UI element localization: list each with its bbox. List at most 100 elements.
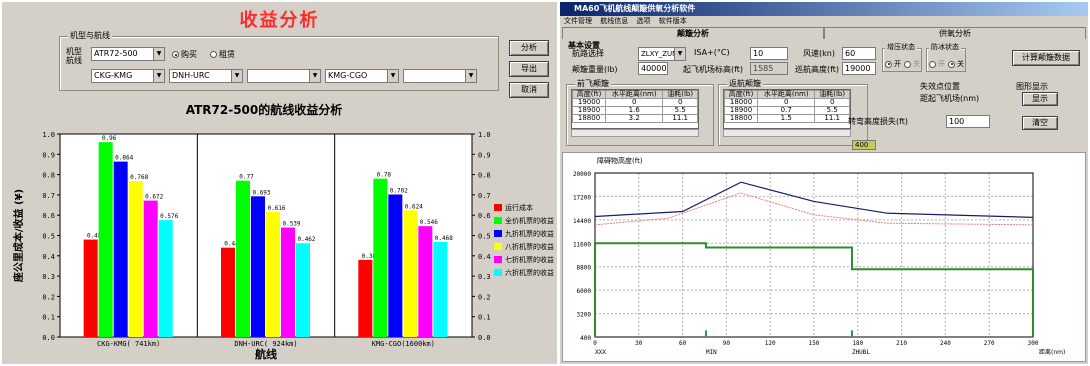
pressure-on-radio[interactable]: 开 <box>885 59 901 69</box>
route-select[interactable]: ZLXY_ZUMY ▼ <box>638 47 686 61</box>
revenue-chart-svg: ATR72-500的航线收益分析 0.0 0.0 0.1 0.1 0.2 0.2 0.3 0.3… <box>12 102 554 361</box>
y-tick-label: 0.1 <box>42 314 55 322</box>
turn-alt-loss-field[interactable]: 400 <box>852 140 876 150</box>
legend-label: 七折机票的收益 <box>505 255 554 264</box>
data-label: 0.77 <box>239 174 254 181</box>
isa-field[interactable]: 10 <box>750 47 788 60</box>
anti-ice-off-radio[interactable]: 关 <box>948 59 964 69</box>
route-select-4[interactable]: KMG-CGO ▼ <box>325 69 399 83</box>
bar <box>221 247 235 337</box>
y-tick-label: 0.5 <box>42 233 55 241</box>
profile-x-tick: 210 <box>896 340 907 347</box>
chevron-down-icon[interactable]: ▼ <box>153 48 164 60</box>
waypoint-label: XXX <box>595 349 606 356</box>
drift-down-line <box>594 181 1034 218</box>
legend-swatch <box>494 243 502 250</box>
y-tick-label: 0.4 <box>42 253 55 261</box>
bar <box>281 227 295 337</box>
terrain-line <box>594 242 1034 337</box>
profile-y-tick: 17200 <box>573 194 591 201</box>
bar <box>418 226 433 337</box>
bar <box>83 239 98 337</box>
profile-x-tick: 0 <box>593 340 597 347</box>
chevron-down-icon[interactable]: ▼ <box>309 70 320 82</box>
takeoff-elev-label: 起飞机场标高(ft) <box>683 65 744 74</box>
data-label: 0.539 <box>282 221 300 228</box>
radio-lease[interactable]: 租赁 <box>210 49 235 60</box>
legend-label: 九折机票的收益 <box>505 229 554 238</box>
chevron-down-icon[interactable]: ▼ <box>231 70 242 82</box>
data-label: 0.672 <box>145 194 163 201</box>
revenue-chart: ATR72-500的航线收益分析 0.0 0.0 0.1 0.1 0.2 0.2 0.3 0.3… <box>6 100 554 362</box>
bar <box>433 241 448 337</box>
chart-title: ATR72-500的航线收益分析 <box>186 102 343 117</box>
chevron-down-icon[interactable]: ▼ <box>387 70 398 82</box>
legend-label: 六折机票的收益 <box>505 268 554 277</box>
bar <box>158 220 173 337</box>
route-select-label: 航路选择 <box>572 49 604 58</box>
obstacle-profile-svg: 障碍物高度(ft) 400 3200 6000 8800 11600 14400 17200 2… <box>573 156 1065 356</box>
y-tick-label-right: 0.3 <box>478 273 491 281</box>
return-table-scrollbar[interactable] <box>723 129 851 137</box>
profile-x-tick: 180 <box>852 340 863 347</box>
route-select-3[interactable]: ▼ <box>247 69 321 83</box>
forward-table-scrollbar[interactable] <box>571 129 699 137</box>
analyze-button[interactable]: 分析 <box>509 40 549 56</box>
forward-table: 高度(ft) 水平距离(nm) 油耗(lb) 19000 0 0 18900 1.6 5.5… <box>571 89 699 129</box>
aircraft-select[interactable]: ATR72-500 ▼ <box>91 47 165 61</box>
bar <box>128 181 143 337</box>
x-tick-label: KMG-CGO(1600km) <box>372 340 435 348</box>
profile-x-tick: 120 <box>765 340 776 347</box>
profile-y-tick: 20000 <box>573 171 591 178</box>
obstacle-profile-chart: 障碍物高度(ft) 400 3200 6000 8800 11600 14400 17200 2… <box>562 152 1086 362</box>
data-label: 0.624 <box>405 203 423 210</box>
calc-turbulence-button[interactable]: 计算颠簸数据 <box>1012 50 1080 66</box>
export-button[interactable]: 导出 <box>509 61 549 77</box>
y-tick-label: 0.0 <box>42 334 55 342</box>
y-axis-label: 座公里成本/收益 (¥) <box>12 189 25 283</box>
menu-file[interactable]: 文件管理 <box>564 17 592 25</box>
tab-turbulence[interactable]: 颠簸分析 <box>562 27 824 39</box>
legend-swatch <box>494 204 502 211</box>
legend-swatch <box>494 230 502 237</box>
anti-ice-on-radio[interactable]: 开 <box>929 59 945 69</box>
show-button[interactable]: 显示 <box>1022 92 1058 106</box>
profile-y-tick: 400 <box>580 335 591 342</box>
route-select-5[interactable]: ▼ <box>403 69 477 83</box>
table-row: 18800 1.5 11.1 <box>723 114 850 123</box>
y-tick-label-right: 0.2 <box>478 293 491 301</box>
profile-y-tick: 8800 <box>577 265 592 272</box>
route-select-2[interactable]: DNH-URC ▼ <box>169 69 243 83</box>
x-tick-label: DNH-URC( 924km) <box>234 340 297 348</box>
page-title: 收益分析 <box>239 10 320 31</box>
profile-x-tick: 240 <box>940 340 951 347</box>
table-row: 18000 0 0 <box>723 98 850 107</box>
cancel-button[interactable]: 取消 <box>509 82 549 98</box>
profile-x-tick: 270 <box>984 340 995 347</box>
menu-route-info[interactable]: 航线信息 <box>600 17 629 25</box>
net-flight-path-line <box>594 192 1034 226</box>
menu-version[interactable]: 软件版本 <box>658 17 687 25</box>
chevron-down-icon[interactable]: ▼ <box>153 70 164 82</box>
radio-buy[interactable]: 购买 <box>172 49 197 60</box>
y-tick-label: 0.9 <box>42 151 55 159</box>
y-tick-label: 0.7 <box>42 192 55 200</box>
weight-field[interactable]: 40000 <box>638 62 668 75</box>
clear-button[interactable]: 清空 <box>1022 116 1058 130</box>
tab-oxygen[interactable]: 供氧分析 <box>824 27 1086 39</box>
chevron-down-icon[interactable]: ▼ <box>674 48 685 60</box>
bar <box>266 211 280 337</box>
route-select-1[interactable]: CKG-KMG ▼ <box>91 69 165 83</box>
waypoint-label: ZHUBL <box>852 349 870 356</box>
profile-x-tick: 300 <box>1028 340 1039 347</box>
pressure-off-radio[interactable]: 关 <box>904 59 920 69</box>
distance-field[interactable]: 100 <box>946 115 990 128</box>
wind-field[interactable]: 60 <box>842 47 876 60</box>
wind-label: 风速(kn) <box>803 49 835 58</box>
cruise-alt-field[interactable]: 19000 <box>842 62 876 75</box>
y-tick-label-right: 0.4 <box>478 253 491 261</box>
y-tick-label-right: 0.9 <box>478 151 491 159</box>
chevron-down-icon[interactable]: ▼ <box>465 70 476 82</box>
menu-options[interactable]: 选项 <box>636 17 651 25</box>
aircraft-label: 机型 <box>66 47 82 56</box>
